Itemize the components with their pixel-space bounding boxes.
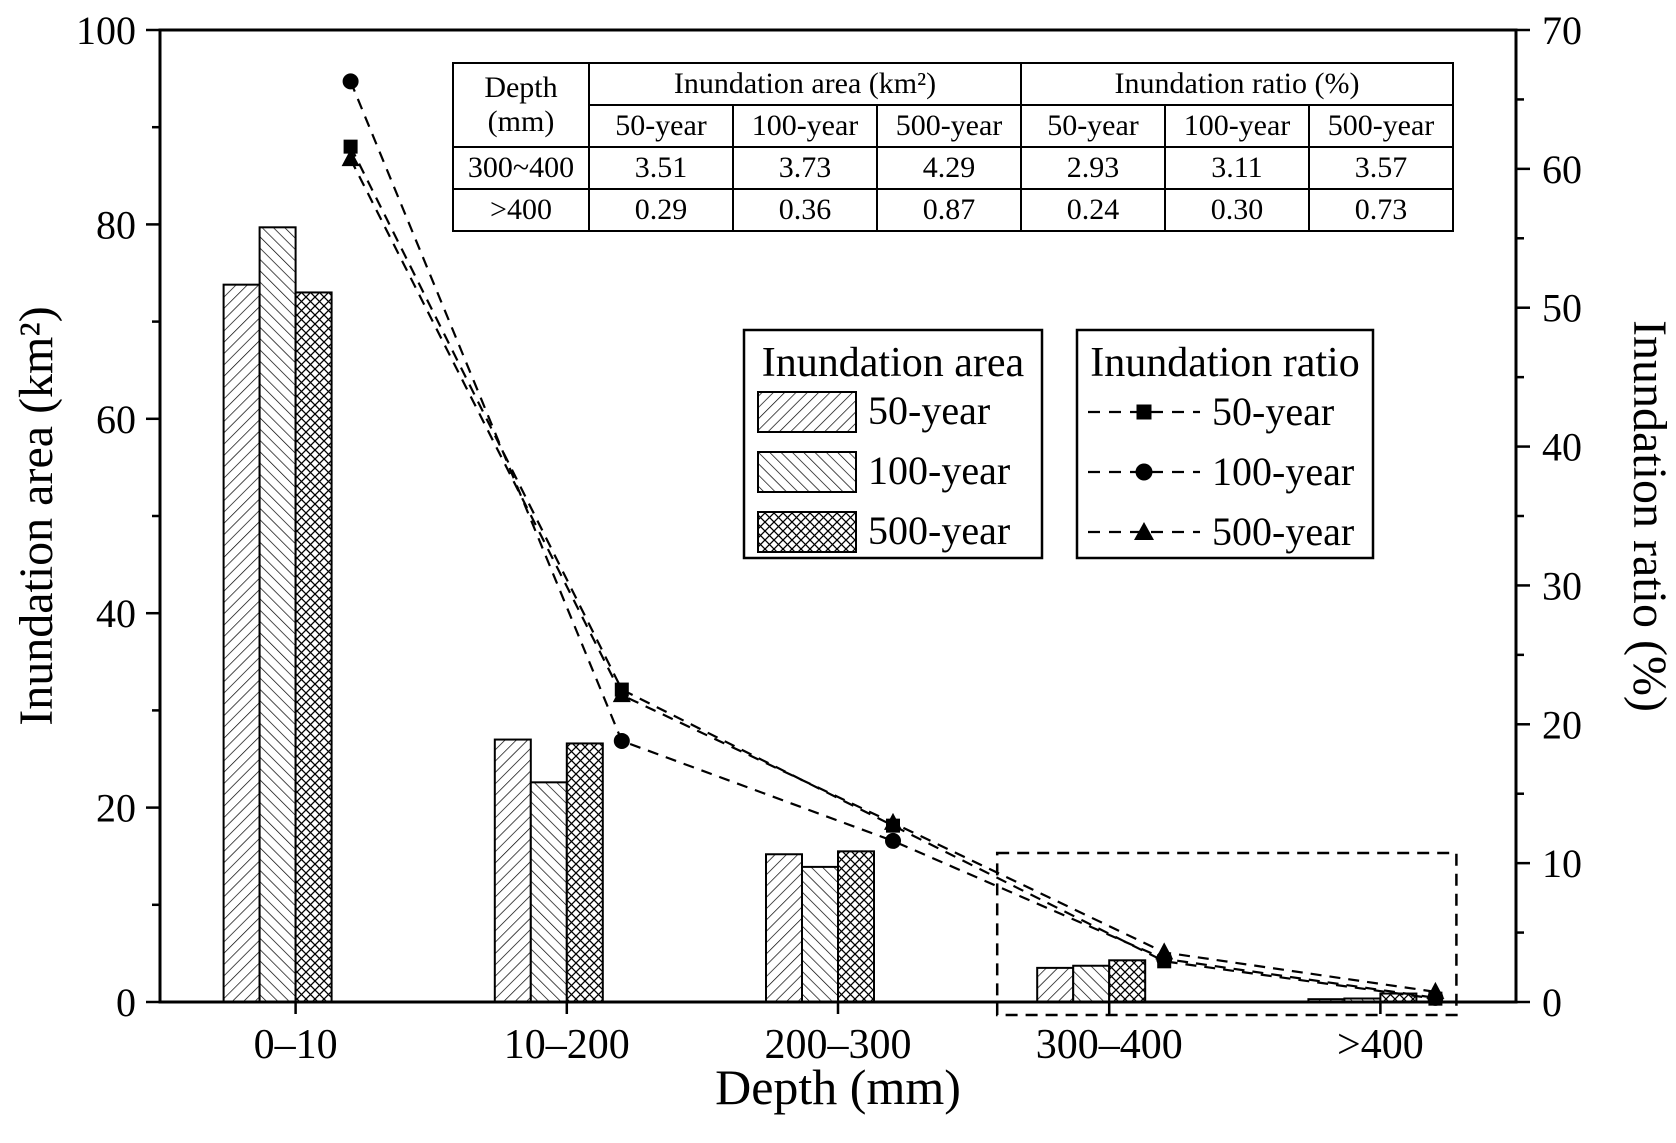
bar-50-year-200–300 bbox=[765, 853, 803, 1003]
marker-500-year-10–200 bbox=[612, 685, 631, 703]
y-right-tick-label: 40 bbox=[1542, 425, 1582, 470]
marker-500-year-300–400 bbox=[1155, 942, 1174, 960]
table-cell: 0.29 bbox=[588, 188, 734, 232]
marker-50-year-0–10 bbox=[343, 139, 358, 154]
table-header-row-2: 50-year 100-year 500-year 50-year 100-ye… bbox=[453, 104, 1454, 148]
table-cell: 2.93 bbox=[1020, 146, 1166, 190]
bar-500-year-200–300 bbox=[837, 850, 875, 1004]
bar-50-year-10–200 bbox=[493, 738, 532, 1003]
legend-swatch-500-year-icon bbox=[757, 511, 857, 553]
legend-area-item-100-year: 100-year bbox=[868, 448, 1010, 493]
table-cell: 3.11 bbox=[1164, 146, 1310, 190]
line-50-year bbox=[349, 146, 1436, 1000]
table-header-depth: Depth (mm) bbox=[452, 62, 590, 148]
bar-100-year-0–10 bbox=[258, 226, 297, 1004]
x-tick-label: 300–400 bbox=[1036, 1022, 1183, 1068]
table-cell-depth: 300~400 bbox=[452, 146, 590, 190]
y-left-tick-label: 100 bbox=[76, 8, 136, 53]
y-left-tick-label: 0 bbox=[116, 980, 136, 1025]
y-right-tick-label: 10 bbox=[1542, 841, 1582, 886]
x-tick-label: 0–10 bbox=[254, 1022, 338, 1068]
table-cell: 0.36 bbox=[732, 188, 878, 232]
legend-ratio-item-500-year: 500-year bbox=[1212, 509, 1354, 554]
bar-100-year-10–200 bbox=[529, 781, 568, 1003]
y-left-axis-title: Inundation area (km²) bbox=[10, 306, 63, 726]
legend-ratio-frame bbox=[1075, 328, 1375, 560]
marker-100-year-0–10 bbox=[342, 73, 359, 90]
table-cell: 0.30 bbox=[1164, 188, 1310, 232]
table-cell: 3.51 bbox=[588, 146, 734, 190]
y-left-tick-label: 80 bbox=[96, 202, 136, 247]
line-100-year bbox=[349, 80, 1436, 999]
x-tick-label: >400 bbox=[1337, 1022, 1424, 1068]
bar-50-year-300–400 bbox=[1036, 966, 1075, 1004]
table-cell: 0.73 bbox=[1308, 188, 1454, 232]
table-row: 300~400 3.51 3.73 4.29 2.93 3.11 3.57 bbox=[452, 146, 1454, 190]
bar-500-year-0–10 bbox=[294, 291, 333, 1003]
legend-area-item-50-year: 50-year bbox=[868, 388, 990, 433]
table-header-row-1: Depth (mm) Inundation area (km²) Inundat… bbox=[452, 62, 1454, 148]
legend-area-title: Inundation area bbox=[762, 340, 1025, 386]
bar-500-year-10–200 bbox=[565, 742, 604, 1003]
table-header-depth-line2: (mm) bbox=[487, 105, 555, 138]
legend-ratio-title: Inundation ratio bbox=[1090, 340, 1359, 386]
y-right-tick-label: 30 bbox=[1542, 563, 1582, 608]
y-right-tick-label: 50 bbox=[1542, 286, 1582, 331]
highlight-dashed-box bbox=[995, 851, 1458, 1017]
inset-data-table: Depth (mm) Inundation area (km²) Inundat… bbox=[452, 62, 1454, 232]
legend-inundation-area: Inundation area 50-year 100-year 500-yea… bbox=[742, 328, 1044, 560]
y-left-tick-label: 20 bbox=[96, 786, 136, 831]
bar-100-year-300–400 bbox=[1072, 964, 1111, 1003]
table-subheader: 500-year bbox=[1308, 104, 1454, 148]
legend-swatch-100-year-icon bbox=[757, 451, 857, 493]
legend-marker-square-icon bbox=[1136, 404, 1152, 420]
y-right-tick-label: 0 bbox=[1542, 980, 1562, 1025]
legend-ratio-item-100-year: 100-year bbox=[1212, 449, 1354, 494]
y-left-tick-label: 40 bbox=[96, 591, 136, 636]
y-left-tick-label: 60 bbox=[96, 397, 136, 442]
table-cell: 0.24 bbox=[1020, 188, 1166, 232]
legend-ratio-item-50-year: 50-year bbox=[1212, 389, 1334, 434]
table-cell: 3.73 bbox=[732, 146, 878, 190]
table-cell: 3.57 bbox=[1308, 146, 1454, 190]
legend-swatch-50-year-icon bbox=[757, 391, 857, 433]
table-cell-depth: >400 bbox=[452, 188, 590, 232]
table-header-ratio: Inundation ratio (%) bbox=[1020, 62, 1454, 106]
bar-100-year-200–300 bbox=[801, 865, 839, 1004]
legend-inundation-ratio: Inundation ratio 50-year 100-year 500-ye… bbox=[1075, 328, 1375, 560]
table-subheader: 100-year bbox=[732, 104, 878, 148]
y-right-tick-label: 20 bbox=[1542, 702, 1582, 747]
plot-area: 0 20 40 60 80 100 0 10 20 30 40 50 60 70 0–10 10–200 200… bbox=[76, 8, 1582, 1068]
table-subheader: 50-year bbox=[1020, 104, 1166, 148]
x-axis-title: Depth (mm) bbox=[715, 1059, 961, 1115]
y-right-tick-label: 70 bbox=[1542, 8, 1582, 53]
legend-area-item-500-year: 500-year bbox=[868, 508, 1010, 553]
table-cell: 0.87 bbox=[876, 188, 1022, 232]
table-subheader: 100-year bbox=[1164, 104, 1310, 148]
y-right-axis-title: Inundation ratio (%) bbox=[1623, 320, 1676, 712]
y-right-tick-label: 60 bbox=[1542, 147, 1582, 192]
marker-100-year-10–200 bbox=[613, 732, 630, 749]
table-header-area: Inundation area (km²) bbox=[588, 62, 1022, 106]
table-row: >400 0.29 0.36 0.87 0.24 0.30 0.73 bbox=[452, 188, 1454, 232]
legend-marker-circle-icon bbox=[1135, 463, 1153, 481]
legend-marker-triangle-icon bbox=[1134, 522, 1154, 540]
table-header-depth-line1: Depth bbox=[484, 70, 558, 104]
table-subheader: 50-year bbox=[588, 104, 734, 148]
marker-100-year-200–300 bbox=[885, 832, 901, 849]
x-tick-label: 200–300 bbox=[765, 1022, 912, 1068]
bar-500-year-300–400 bbox=[1108, 959, 1147, 1004]
x-tick-label: 10–200 bbox=[504, 1022, 630, 1068]
marker-500-year->400 bbox=[1426, 981, 1445, 999]
bar-50-year-0–10 bbox=[222, 283, 261, 1003]
table-cell: 4.29 bbox=[876, 146, 1022, 190]
marker-500-year-0–10 bbox=[341, 149, 360, 167]
table-subheader: 500-year bbox=[876, 104, 1022, 148]
marker-500-year-200–300 bbox=[884, 812, 902, 830]
